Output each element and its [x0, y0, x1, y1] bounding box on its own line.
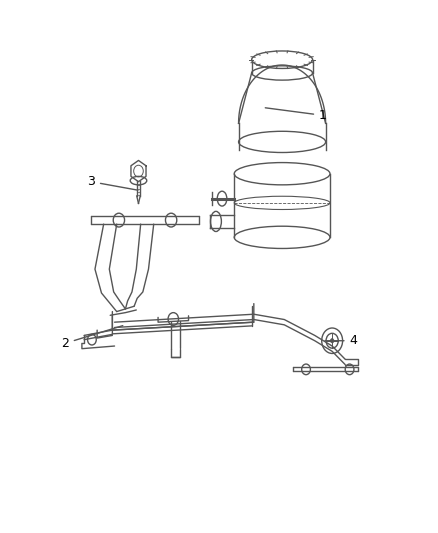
- Text: 4: 4: [325, 334, 357, 347]
- Text: 2: 2: [61, 326, 123, 350]
- Text: 1: 1: [265, 108, 327, 122]
- Text: 3: 3: [87, 175, 138, 190]
- Circle shape: [330, 338, 334, 343]
